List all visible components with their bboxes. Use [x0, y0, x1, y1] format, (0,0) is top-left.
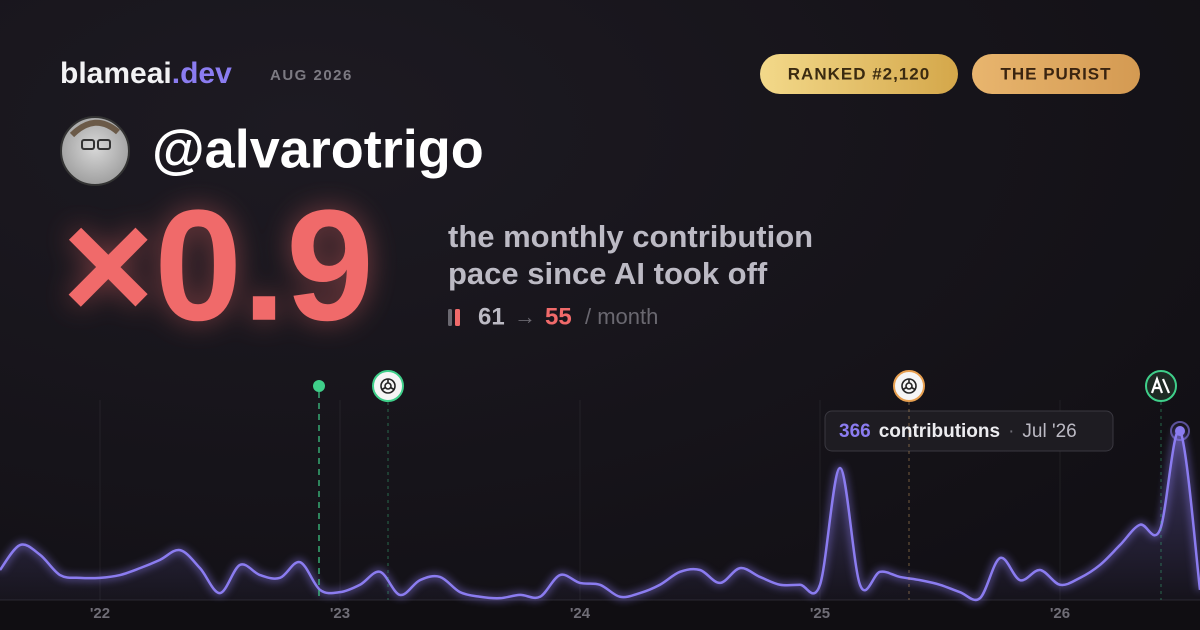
multiplier-glow: ×0.9	[62, 178, 374, 354]
tooltip	[824, 410, 1114, 452]
tooltip-separator: ·	[1008, 421, 1014, 442]
x-tick-label: '25	[810, 605, 830, 622]
avatar	[60, 116, 130, 186]
avatar-face	[69, 119, 120, 150]
tooltip-value: 366	[839, 421, 871, 442]
highlight-point	[1175, 426, 1185, 436]
pace-icon	[455, 309, 460, 326]
tooltip-text: 366 contributions · Jul '26	[839, 421, 1077, 442]
x-axis-band	[0, 600, 1200, 630]
rank-badge	[760, 54, 958, 94]
event-markers	[313, 370, 1177, 600]
rank-badge-text: RANKED #2,120	[788, 64, 930, 83]
brand-tld: .dev	[172, 57, 232, 90]
period: AUG 2026	[270, 67, 353, 84]
pace-arrow: →	[514, 304, 536, 329]
x-tick-label: '26	[1050, 605, 1070, 622]
pace-unit: / month	[585, 304, 658, 329]
x-tick-label: '22	[90, 605, 110, 622]
type-badge-text: THE PURIST	[1000, 64, 1111, 83]
tooltip-label: contributions	[879, 421, 1000, 442]
username: @alvarotrigo	[152, 119, 484, 179]
pace-before: 61	[478, 303, 505, 330]
brand: blameai.dev	[60, 57, 232, 90]
multiplier: ×0.9	[62, 178, 374, 354]
tooltip-date: Jul '26	[1022, 421, 1076, 442]
pace-after: 55	[545, 303, 572, 330]
x-tick-label: '23	[330, 605, 350, 622]
chart: '22 '23 '24 '25 '26 366 contributions · Jul '26	[0, 400, 1200, 630]
x-tick-label: '24	[570, 605, 591, 622]
highlight-ring	[1170, 421, 1190, 441]
description-line: pace since AI took off	[448, 256, 768, 291]
brand-name: blameai	[60, 57, 172, 90]
pace-icon	[448, 309, 452, 326]
area-fill	[0, 430, 1200, 600]
type-badge	[972, 54, 1140, 94]
line	[0, 429, 1200, 602]
description-line: the monthly contribution	[448, 219, 813, 254]
